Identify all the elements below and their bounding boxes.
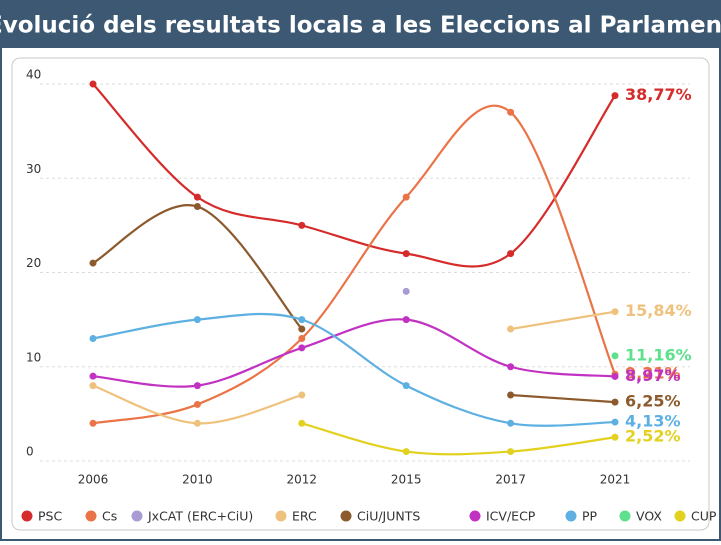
data-point <box>193 193 201 201</box>
legend-swatch <box>85 510 97 522</box>
data-point <box>507 363 515 371</box>
data-point <box>507 448 515 456</box>
data-point <box>611 352 619 360</box>
value-label: 6,25% <box>625 392 681 411</box>
value-label: 11,16% <box>625 345 692 364</box>
legend-label: CUP <box>691 509 717 524</box>
data-point <box>193 316 201 324</box>
data-point <box>89 382 97 390</box>
x-tick-label: 2021 <box>600 473 631 487</box>
legend-label: JxCAT (ERC+CiU) <box>147 509 253 524</box>
legend-swatch <box>21 510 33 522</box>
value-label: 38,77% <box>625 85 692 104</box>
x-tick-label: 2012 <box>287 473 318 487</box>
data-point <box>89 419 97 427</box>
data-point <box>298 334 306 342</box>
series-line <box>301 422 616 456</box>
legend-swatch <box>469 510 481 522</box>
plot-frame <box>11 57 710 531</box>
data-point <box>611 398 619 406</box>
y-tick-label: 10 <box>26 350 41 364</box>
data-point <box>298 419 306 427</box>
legend-swatch <box>275 510 287 522</box>
x-tick-label: 2010 <box>182 473 213 487</box>
y-tick-label: 0 <box>26 445 34 459</box>
legend-swatch <box>619 510 631 522</box>
legend-label: ERC <box>292 509 317 524</box>
legend-swatch <box>340 510 352 522</box>
data-point <box>298 325 306 333</box>
series-line <box>92 83 616 268</box>
data-point <box>298 391 306 399</box>
data-point <box>298 344 306 352</box>
legend-label: CiU/JUNTS <box>357 509 420 524</box>
y-tick-label: 20 <box>26 256 41 270</box>
x-tick-label: 2015 <box>391 473 422 487</box>
data-point <box>507 250 515 258</box>
data-point <box>507 325 515 333</box>
data-point <box>193 382 201 390</box>
title-bar <box>0 0 721 48</box>
series-line <box>510 393 616 404</box>
data-point <box>298 221 306 229</box>
data-point <box>402 382 410 390</box>
x-tick-label: 2006 <box>78 473 109 487</box>
data-point <box>193 203 201 211</box>
data-point <box>89 259 97 267</box>
value-label: 8,97% <box>625 366 681 385</box>
data-point <box>298 316 306 324</box>
y-tick-label: 30 <box>26 162 41 176</box>
chart-title: Evolució dels resultats locals a les Ele… <box>0 13 721 39</box>
legend-label: PSC <box>38 509 62 524</box>
data-point <box>193 400 201 408</box>
value-label: 15,84% <box>625 301 692 320</box>
data-point <box>193 419 201 427</box>
series-line <box>510 310 616 331</box>
legend-label: VOX <box>636 509 662 524</box>
y-tick-label: 40 <box>26 68 41 82</box>
data-point <box>89 372 97 380</box>
value-label: 9,21% <box>625 364 681 383</box>
legend-label: Cs <box>102 509 117 524</box>
series-line <box>92 312 616 427</box>
data-point <box>611 418 619 426</box>
legend-swatch <box>565 510 577 522</box>
data-point <box>402 287 410 295</box>
data-point <box>611 433 619 441</box>
data-point <box>507 391 515 399</box>
value-label: 4,13% <box>625 412 681 431</box>
legend-label: PP <box>582 509 598 524</box>
data-point <box>89 80 97 88</box>
data-point <box>402 448 410 456</box>
series-line <box>92 318 616 388</box>
data-point <box>402 250 410 258</box>
value-label: 2,52% <box>625 427 681 446</box>
data-point <box>89 334 97 342</box>
x-tick-label: 2017 <box>495 473 526 487</box>
data-point <box>402 193 410 201</box>
data-point <box>611 372 619 380</box>
legend-label: ICV/ECP <box>486 509 536 524</box>
legend-swatch <box>674 510 686 522</box>
data-point <box>611 308 619 316</box>
data-point <box>507 108 515 116</box>
data-point <box>611 92 619 100</box>
legend-swatch <box>131 510 143 522</box>
data-point <box>507 419 515 427</box>
data-point <box>402 316 410 324</box>
